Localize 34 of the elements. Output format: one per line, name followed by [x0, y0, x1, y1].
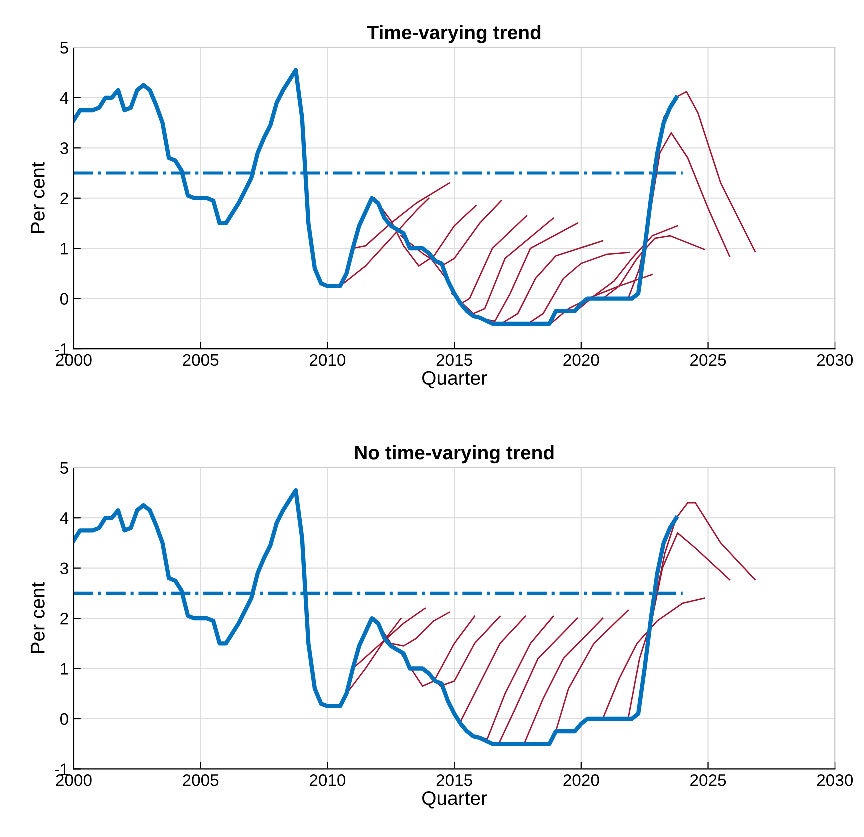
x-tick-label: 2000 [56, 354, 92, 366]
x-tick-label: 2010 [310, 774, 346, 786]
x-tick-label: 2030 [817, 774, 854, 786]
x-tick-label: 2025 [690, 774, 726, 786]
y-tick-label: 1 [61, 243, 68, 255]
y-tick-label: 3 [60, 142, 68, 154]
x-axis-title: Quarter [422, 371, 488, 389]
y-tick-label: 5 [60, 42, 68, 54]
x-tick-label: 2015 [436, 774, 472, 786]
x-tick-label: 2000 [56, 774, 92, 786]
y-axis-title: Per cent [31, 582, 45, 654]
y-tick-label: 3 [60, 562, 68, 575]
y-tick-label: 0 [60, 713, 68, 726]
y-tick-label: 2 [60, 612, 68, 625]
y-tick-label: 0 [60, 293, 68, 306]
chart-title: Time-varying trend [367, 25, 541, 44]
x-tick-label: 2005 [183, 774, 219, 786]
y-axis-title: Per cent [31, 162, 45, 233]
x-tick-label: 2030 [817, 354, 854, 366]
x-tick-label: 2025 [690, 354, 726, 366]
y-tick-label: 4 [60, 92, 69, 104]
x-tick-label: 2020 [564, 774, 600, 786]
chart-title: No time-varying trend [355, 445, 554, 464]
y-tick-label: 5 [60, 462, 68, 474]
y-tick-label: 1 [61, 663, 68, 675]
x-tick-label: 2015 [436, 354, 472, 366]
x-tick-label: 2020 [564, 354, 600, 366]
y-tick-label: 2 [60, 192, 68, 204]
x-axis-title: Quarter [422, 792, 488, 809]
x-tick-label: 2005 [183, 354, 219, 366]
x-tick-label: 2010 [310, 354, 346, 366]
y-tick-label: 4 [60, 512, 69, 524]
y-tick-label: -1 [55, 764, 68, 776]
y-tick-label: -1 [55, 344, 68, 356]
